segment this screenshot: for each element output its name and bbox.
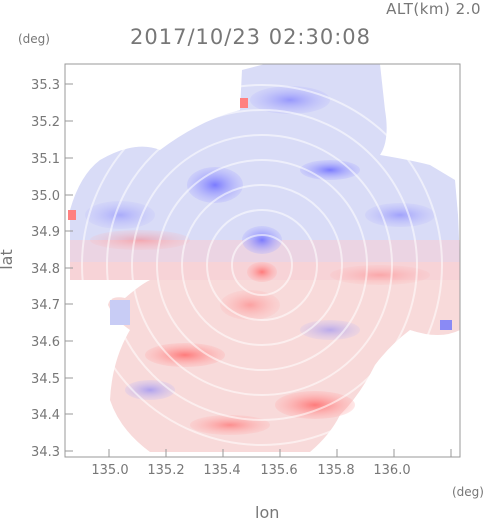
y-tick-label: 35.0 bbox=[31, 189, 60, 204]
y-tick-label: 35.1 bbox=[31, 152, 60, 167]
y-tick-label: 34.4 bbox=[31, 408, 60, 423]
altitude-label: ALT(km) 2.0 bbox=[386, 0, 481, 18]
y-axis-tick-labels: 35.3 35.2 35.1 35.0 34.9 34.8 34.7 34.6 … bbox=[31, 78, 60, 460]
y-tick-label: 35.2 bbox=[31, 115, 60, 130]
x-tick-label: 135.6 bbox=[260, 463, 297, 478]
y-tick-label: 34.9 bbox=[31, 225, 60, 240]
plot-frame bbox=[64, 63, 461, 458]
y-axis-ticks bbox=[65, 83, 73, 452]
y-tick-label: 34.6 bbox=[31, 335, 60, 350]
x-tick-label: 136.0 bbox=[373, 463, 410, 478]
timestamp-title: 2017/10/23 02:30:08 bbox=[130, 25, 372, 49]
y-tick-label: 34.7 bbox=[31, 298, 60, 313]
echo-region-north bbox=[70, 64, 460, 262]
x-tick-label: 135.0 bbox=[91, 463, 128, 478]
y-tick-label: 34.5 bbox=[31, 372, 60, 387]
x-axis-label: lon bbox=[255, 503, 280, 522]
x-tick-label: 135.4 bbox=[203, 463, 240, 478]
y-tick-label: 35.3 bbox=[31, 78, 60, 93]
y-tick-label: 34.8 bbox=[31, 262, 60, 277]
radar-echo-field bbox=[68, 64, 460, 452]
x-tick-label: 135.2 bbox=[147, 463, 184, 478]
x-axis-tick-labels: 135.0 135.2 135.4 135.6 135.8 136.0 bbox=[91, 463, 410, 478]
y-tick-label: 34.3 bbox=[31, 445, 60, 460]
x-axis-unit: (deg) bbox=[452, 485, 484, 499]
x-axis-ticks bbox=[108, 449, 452, 457]
x-tick-label: 135.8 bbox=[317, 463, 354, 478]
y-axis-unit: (deg) bbox=[18, 32, 50, 46]
